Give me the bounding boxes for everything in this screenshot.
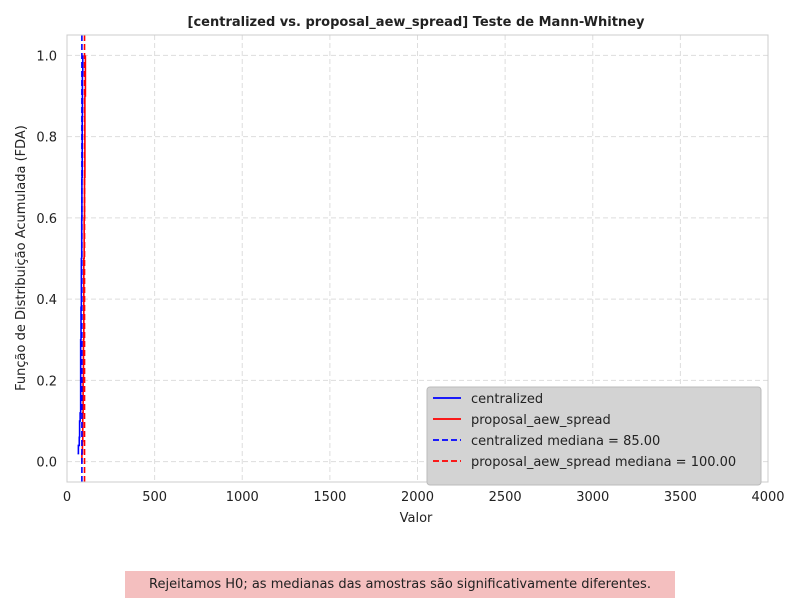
y-tick-label: 0.2 xyxy=(36,374,57,389)
x-tick-label: 2000 xyxy=(401,490,434,505)
legend-box xyxy=(426,386,762,486)
x-tick-label: 1000 xyxy=(226,490,259,505)
y-tick-label: 0.4 xyxy=(36,293,57,308)
plot-frame xyxy=(66,34,769,483)
plot-area xyxy=(77,35,87,482)
result-banner: Rejeitamos H0; as medianas das amostras … xyxy=(125,571,675,598)
x-axis-label: Valor xyxy=(400,511,433,526)
x-tick-label: 1500 xyxy=(313,490,346,505)
x-tick-label: 4000 xyxy=(751,490,784,505)
y-axis-label: Função de Distribuição Acumulada (FDA) xyxy=(14,125,29,391)
x-tick-label: 3000 xyxy=(576,490,609,505)
y-tick-label: 0.6 xyxy=(36,212,57,227)
x-tick-label: 0 xyxy=(63,490,71,505)
x-tick-label: 3500 xyxy=(664,490,697,505)
chart-title: [centralized vs. proposal_aew_spread] Te… xyxy=(188,15,645,30)
legend-entry: proposal_aew_spread xyxy=(471,413,611,428)
y-tick-label: 0.8 xyxy=(36,131,57,146)
y-tick-label: 0.0 xyxy=(36,456,57,471)
legend-entry: centralized xyxy=(471,392,543,407)
x-tick-label: 500 xyxy=(142,490,167,505)
x-tick-label: 2500 xyxy=(489,490,522,505)
legend-entry: proposal_aew_spread mediana = 100.00 xyxy=(471,455,736,470)
legend: centralized proposal_aew_spread centralize… xyxy=(426,386,762,486)
cdf-chart: [centralized vs. proposal_aew_spread] Te… xyxy=(14,15,785,526)
y-tick-label: 1.0 xyxy=(36,49,57,64)
legend-entry: centralized mediana = 85.00 xyxy=(471,434,660,449)
axis-ticks: 0 500 1000 1500 2000 2500 3000 3500 4000 0.0 0.2 0.… xyxy=(36,49,784,505)
result-text: Rejeitamos H0; as medianas das amostras … xyxy=(149,577,651,592)
